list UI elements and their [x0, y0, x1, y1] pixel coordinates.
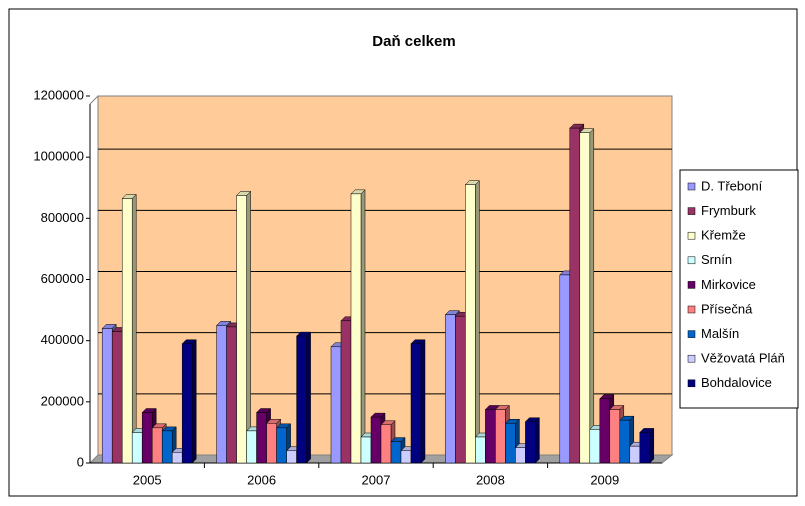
x-tick-label: 2006 — [247, 472, 276, 487]
bar — [340, 320, 352, 464]
bar — [445, 314, 456, 464]
bar-side — [589, 128, 595, 464]
bar — [589, 429, 601, 464]
legend-swatch — [687, 330, 696, 338]
bar-side — [420, 339, 426, 464]
y-tick-label: 0 — [77, 454, 84, 469]
x-tick-label: 2007 — [362, 472, 391, 487]
bar — [599, 398, 611, 464]
bar — [111, 331, 123, 464]
chart-title: Daň celkem — [372, 33, 455, 50]
legend-label: Přísečná — [701, 301, 753, 316]
bar — [121, 198, 133, 464]
bar-side — [191, 339, 197, 464]
bar — [559, 274, 571, 464]
bar — [151, 427, 163, 464]
bar — [629, 445, 641, 464]
bar — [171, 452, 183, 464]
legend-swatch — [687, 305, 696, 314]
bar — [475, 436, 486, 464]
y-tick-label: 400000 — [41, 332, 84, 347]
legend-swatch — [687, 182, 696, 191]
legend-label: Srnín — [701, 252, 732, 267]
y-tick-label: 1000000 — [33, 149, 84, 164]
bar-side — [306, 331, 311, 464]
x-tick-label: 2009 — [590, 472, 619, 487]
bar — [515, 447, 526, 464]
bar — [525, 421, 536, 464]
legend-label: Frymburk — [701, 203, 756, 218]
bar — [400, 450, 412, 464]
bar — [410, 343, 422, 464]
legend-label: Věžovatá Pláň — [701, 351, 785, 366]
legend-label: Bohdalovice — [701, 375, 772, 390]
bar — [350, 193, 362, 464]
bar-side — [649, 427, 655, 464]
legend-swatch — [687, 379, 696, 388]
bar — [181, 343, 193, 464]
bar — [296, 335, 307, 464]
bar — [360, 436, 372, 464]
bar — [619, 419, 631, 464]
bar — [639, 432, 651, 464]
side-edge — [89, 95, 99, 105]
legend-swatch — [687, 207, 696, 215]
legend-label: Malšín — [701, 326, 739, 341]
bar — [226, 326, 237, 464]
bar — [266, 422, 277, 464]
bar-side — [535, 417, 540, 464]
legend-label: Křemže — [701, 228, 746, 243]
bar-side — [131, 193, 137, 464]
bar — [465, 184, 476, 464]
bar — [286, 450, 297, 464]
legend-swatch — [687, 231, 696, 240]
legend-swatch — [687, 281, 696, 289]
bar — [370, 416, 382, 464]
bar-side — [360, 189, 366, 464]
y-tick-label: 800000 — [41, 210, 84, 225]
bar — [131, 432, 143, 464]
bar — [390, 441, 402, 464]
y-tick-label: 200000 — [41, 393, 84, 408]
legend-label: Mirkovice — [701, 277, 756, 292]
y-tick-label: 600000 — [41, 271, 84, 286]
legend-swatch — [687, 256, 696, 265]
bar-side — [475, 180, 480, 464]
bar — [141, 412, 153, 464]
bar — [380, 424, 392, 464]
bar — [330, 346, 342, 464]
bar — [216, 325, 227, 464]
bar — [236, 195, 247, 464]
bar — [609, 409, 621, 464]
bar — [505, 422, 516, 464]
x-tick-label: 2008 — [476, 472, 505, 487]
y-tick-label: 1200000 — [33, 87, 84, 102]
bar — [161, 430, 173, 464]
bar-side — [246, 190, 251, 464]
legend-swatch — [687, 354, 696, 363]
bar — [276, 427, 287, 464]
x-tick-label: 2005 — [133, 472, 162, 487]
bar — [101, 328, 113, 464]
bar — [495, 409, 506, 464]
bar — [256, 412, 267, 464]
bar — [246, 430, 257, 464]
bar — [579, 132, 591, 464]
bar — [485, 409, 496, 464]
bar — [569, 127, 581, 464]
bar — [455, 315, 466, 464]
legend — [679, 169, 799, 409]
legend-label: D. Třeboní — [701, 178, 763, 193]
